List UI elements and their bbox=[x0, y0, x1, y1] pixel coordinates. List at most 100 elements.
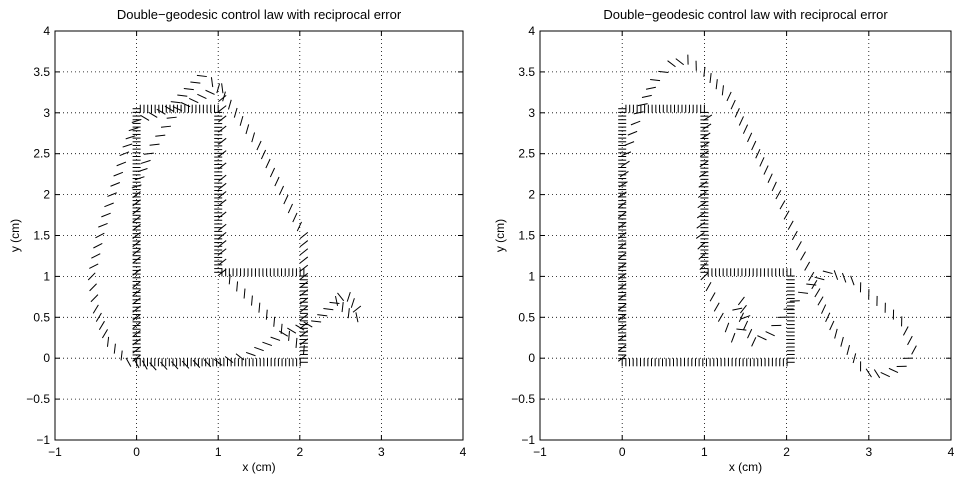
trajectory-marker bbox=[128, 127, 139, 132]
trajectory-marker bbox=[779, 200, 786, 210]
trajectory-marker bbox=[89, 283, 97, 292]
trajectory-marker bbox=[880, 371, 890, 378]
trajectory-marker bbox=[299, 297, 309, 305]
chart-panel-1: −1 0 1 2 3 4 −1 −0.5 0 0.5 1 1.5 2 2.5 3 3.5 4 Double−geo… bbox=[8, 7, 467, 474]
trajectory-marker bbox=[254, 346, 264, 352]
trajectory-marker bbox=[119, 151, 130, 157]
trajectory-marker bbox=[95, 232, 105, 239]
trajectory-marker bbox=[617, 201, 627, 209]
trajectory-marker bbox=[180, 102, 191, 108]
trajectory-marker bbox=[796, 241, 802, 251]
trajectory-marker bbox=[164, 105, 174, 112]
trajectory-marker bbox=[783, 210, 790, 220]
trajectory-marker bbox=[740, 315, 751, 320]
trajectory-marker bbox=[617, 303, 627, 311]
trajectory-marker bbox=[299, 289, 309, 297]
trajectory-marker bbox=[822, 270, 833, 275]
trajectory-marker bbox=[755, 148, 761, 159]
trajectory-marker bbox=[203, 359, 212, 368]
trajectory-marker bbox=[177, 94, 188, 97]
trajectory-marker bbox=[717, 312, 724, 322]
trajectory-marker bbox=[287, 327, 297, 334]
y-tick-label: 1 bbox=[528, 269, 535, 283]
y-tick-label: 2 bbox=[528, 188, 535, 202]
trajectory-marker bbox=[700, 272, 709, 281]
trajectory-marker bbox=[699, 262, 708, 271]
trajectory-marker bbox=[132, 338, 141, 346]
trajectory-marker bbox=[132, 281, 141, 289]
trajectory-marker bbox=[341, 302, 344, 313]
trajectory-marker bbox=[245, 124, 250, 135]
trajectory-marker bbox=[617, 232, 627, 239]
trajectory-marker bbox=[806, 283, 817, 286]
trajectory-marker bbox=[172, 106, 183, 112]
trajectory-marker bbox=[697, 201, 707, 209]
trajectory-marker bbox=[156, 108, 166, 115]
y-tick-label: −1 bbox=[521, 433, 535, 447]
trajectory-marker bbox=[650, 79, 661, 82]
trajectory-marker bbox=[751, 140, 757, 151]
trajectory-marker bbox=[235, 353, 245, 361]
trajectory-marker bbox=[299, 330, 309, 338]
trajectory-marker bbox=[132, 305, 141, 313]
trajectory-marker bbox=[120, 350, 123, 361]
trajectory-marker bbox=[323, 308, 334, 311]
x-tick-label: 1 bbox=[215, 445, 222, 459]
trajectory-marker bbox=[800, 251, 806, 261]
y-tick-label: 1.5 bbox=[518, 229, 535, 243]
trajectory-marker bbox=[278, 330, 289, 337]
trajectory-marker bbox=[132, 232, 141, 239]
y-tick-label: −0.5 bbox=[26, 392, 50, 406]
trajectory-marker bbox=[251, 295, 253, 306]
trajectory-marker bbox=[732, 307, 743, 311]
y-tick-label: 3.5 bbox=[518, 65, 535, 79]
trajectory-marker bbox=[132, 199, 141, 207]
trajectory-marker bbox=[736, 328, 747, 331]
trajectory-marker bbox=[218, 211, 227, 219]
trajectory-marker bbox=[132, 240, 141, 248]
trajectory-marker bbox=[699, 170, 708, 178]
trajectory-marker bbox=[87, 272, 96, 281]
trajectory-marker bbox=[747, 328, 753, 339]
trajectory-marker bbox=[274, 176, 280, 187]
trajectory-marker bbox=[700, 141, 710, 148]
y-tick-label: 1 bbox=[43, 269, 50, 283]
trajectory-marker bbox=[140, 114, 150, 121]
y-tick-label: 4 bbox=[528, 24, 535, 38]
trajectory-marker bbox=[132, 321, 141, 329]
chart-title: Double−geodesic control law with recipro… bbox=[603, 7, 888, 22]
trajectory-marker bbox=[759, 157, 765, 167]
trajectory-marker bbox=[239, 116, 244, 126]
trajectory-marker bbox=[160, 125, 172, 128]
trajectory-marker bbox=[658, 70, 669, 73]
trajectory-marker bbox=[236, 281, 239, 292]
trajectory-marker bbox=[98, 222, 108, 228]
trajectory-marker bbox=[122, 143, 133, 148]
trajectory-marker bbox=[814, 276, 825, 281]
trajectory-marker bbox=[350, 298, 355, 308]
trajectory-marker bbox=[125, 135, 136, 140]
trajectory-marker bbox=[89, 263, 99, 269]
trajectory-marker bbox=[747, 132, 753, 143]
trajectory-marker bbox=[133, 359, 140, 369]
y-axis-label: y (cm) bbox=[8, 219, 22, 252]
trajectory-marker bbox=[132, 223, 141, 231]
trajectory-marker bbox=[757, 335, 767, 341]
y-tick-label: 3.5 bbox=[33, 65, 50, 79]
trajectory-marker bbox=[148, 111, 158, 118]
trajectory-marker bbox=[132, 354, 141, 362]
trajectory-marker bbox=[295, 324, 305, 331]
y-tick-label: −0.5 bbox=[511, 392, 535, 406]
trajectory-marker bbox=[251, 132, 256, 143]
trajectory-marker bbox=[216, 83, 221, 94]
trajectory-marker bbox=[617, 272, 627, 280]
trajectory-marker bbox=[888, 367, 899, 374]
trajectory-marker bbox=[726, 91, 732, 102]
trajectory-marker bbox=[763, 165, 769, 175]
trajectory-marker bbox=[621, 151, 632, 157]
trajectory-marker bbox=[619, 171, 629, 178]
trajectory-marker bbox=[834, 328, 838, 339]
trajectory-marker bbox=[902, 326, 909, 336]
trajectory-marker bbox=[701, 132, 711, 139]
